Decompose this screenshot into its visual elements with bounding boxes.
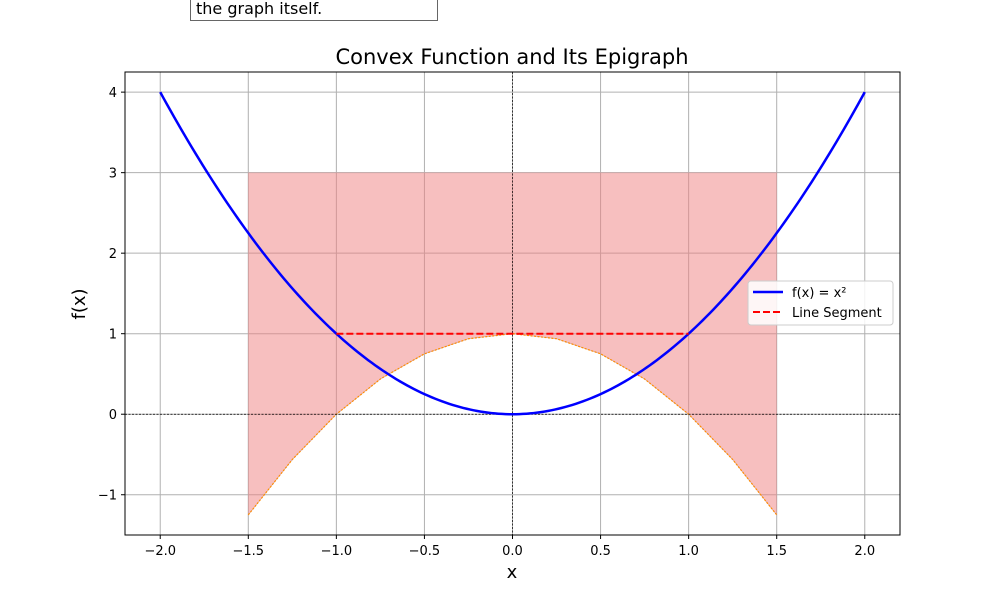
y-axis-label: f(x) (69, 288, 90, 319)
x-tick-label: 2.0 (854, 544, 875, 559)
legend: f(x) = x² Line Segment (747, 280, 894, 326)
x-tick-label: 1.0 (678, 544, 699, 559)
y-tick-label: 0 (109, 408, 117, 423)
x-tick-label: −0.5 (409, 544, 441, 559)
series-line-f-x-squared (159, 91, 866, 416)
annotation-box: the graph itself. (190, 0, 438, 21)
x-axis-label: x (507, 562, 518, 583)
legend-box (747, 280, 894, 326)
y-tick-label: 1 (109, 328, 117, 343)
y-tick-label: −1 (98, 489, 117, 504)
y-tick-label: 3 (109, 167, 117, 182)
y-tick-label: 2 (109, 247, 117, 262)
y-tick-label: 4 (109, 86, 117, 101)
reference-lines (125, 72, 900, 535)
chart-title: Convex Function and Its Epigraph (335, 45, 688, 69)
x-tick-label: 0.0 (502, 544, 523, 559)
x-tick-label: −1.0 (321, 544, 353, 559)
legend-label: Line Segment (792, 306, 882, 321)
legend-label: f(x) = x² (792, 286, 846, 301)
ticks: −2.0 −1.5 −1.0 −0.5 0.0 0.5 1.0 1.5 2.0 −1 0 1 2 3 4 (98, 86, 875, 559)
x-tick-label: 1.5 (766, 544, 787, 559)
x-tick-label: −1.5 (233, 544, 265, 559)
annotation-text: the graph itself. (196, 0, 323, 18)
series (159, 91, 866, 416)
x-tick-label: −2.0 (144, 544, 176, 559)
x-tick-label: 0.5 (590, 544, 611, 559)
